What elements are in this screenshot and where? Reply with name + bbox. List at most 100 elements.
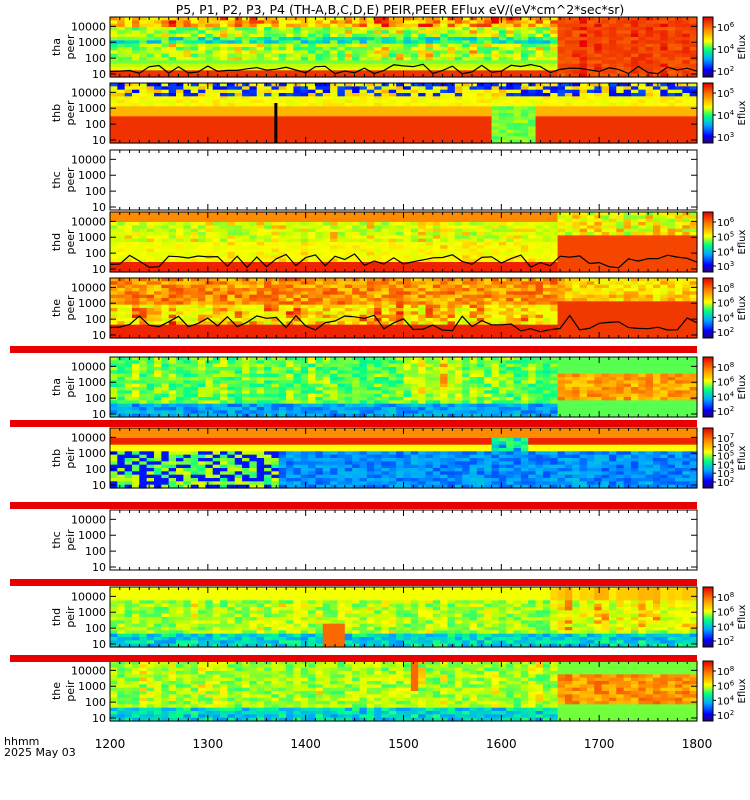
spectrogram-cell: [454, 109, 463, 114]
spectrogram-cell: [542, 129, 551, 134]
spectrogram-cell: [557, 60, 566, 65]
spectrogram-cell: [176, 119, 184, 124]
spectrogram-cell: [278, 255, 287, 260]
spectrogram-cell: [271, 63, 280, 68]
spectrogram-cell: [601, 83, 610, 87]
spectrogram-cell: [491, 33, 500, 38]
spectrogram-cell: [484, 136, 493, 141]
spectrogram-cell: [374, 27, 383, 31]
spectrogram-cell: [660, 33, 669, 38]
spectrogram-cell: [535, 238, 544, 243]
spectrogram-cell: [132, 30, 140, 35]
spectrogram-cell: [689, 248, 698, 253]
spectrogram-cell: [154, 262, 162, 266]
spectrogram-cell: [190, 242, 199, 246]
spectrogram-cell: [315, 139, 324, 144]
spectrogram-cell: [594, 123, 603, 127]
spectrogram-cell: [425, 123, 434, 127]
spectrogram-cell: [572, 20, 581, 25]
spectrogram-cell: [410, 222, 419, 226]
spectrogram-cell: [667, 67, 676, 71]
spectrogram-cell: [667, 83, 676, 87]
spectrogram-cell: [557, 83, 566, 87]
spectrogram-cell: [110, 311, 118, 316]
spectrogram-cell: [183, 53, 192, 58]
spectrogram-cell: [176, 103, 184, 107]
spectrogram-cell: [484, 83, 493, 87]
spectrogram-cell: [491, 47, 500, 51]
spectrogram-cell: [227, 133, 236, 137]
spectrogram-cell: [278, 40, 287, 45]
spectrogram-cell: [344, 136, 353, 141]
spectrogram-cell: [660, 73, 669, 78]
spectrogram-cell: [579, 262, 588, 266]
spectrogram-cell: [117, 43, 126, 48]
spectrogram-cell: [212, 123, 221, 127]
spectrogram-cell: [352, 265, 361, 270]
spectrogram-cell: [689, 265, 698, 270]
spectrogram-cell: [418, 40, 427, 45]
spectrogram-cell: [513, 228, 522, 233]
spectrogram-cell: [594, 225, 603, 230]
spectrogram-cell: [462, 70, 471, 75]
spectrogram-cell: [572, 116, 581, 121]
spectrogram-cell: [645, 27, 654, 31]
spectrogram-cell: [388, 262, 397, 266]
spectrogram-cell: [198, 60, 206, 65]
spectrogram-cell: [293, 248, 302, 253]
spectrogram-cell: [674, 119, 683, 124]
spectrogram-cell: [366, 119, 375, 124]
spectrogram-cell: [374, 212, 383, 216]
colorbar-tick-label: 106: [717, 21, 735, 34]
spectrogram-cell: [498, 222, 507, 226]
spectrogram-cell: [161, 99, 170, 104]
spectrogram-cell: [124, 96, 133, 101]
spectrogram-cell: [579, 30, 588, 35]
spectrogram-cell: [264, 129, 273, 134]
spectrogram-cell: [293, 129, 302, 134]
spectrogram-cell: [242, 93, 251, 97]
spectrogram-cell: [381, 57, 390, 61]
spectrogram-cell: [227, 43, 236, 48]
spectrogram-cell: [117, 60, 126, 65]
spectrogram-cell: [667, 262, 676, 266]
spectrogram-cell: [645, 228, 654, 233]
spectrogram-cell: [447, 23, 456, 28]
spectrogram-cell: [513, 67, 522, 71]
spectrogram-cell: [469, 212, 478, 216]
spectrogram-cell: [388, 245, 397, 250]
spectrogram-cell: [359, 268, 368, 273]
spectrogram-cell: [352, 63, 361, 68]
spectrogram-cell: [418, 126, 427, 131]
spectrogram-cell: [124, 298, 133, 302]
spectrogram-cell: [117, 40, 126, 45]
spectrogram-cell: [418, 17, 427, 21]
spectrogram-cell: [117, 119, 126, 124]
spectrogram-cell: [176, 258, 184, 263]
spectrogram-cell: [132, 109, 140, 114]
spectrogram-cell: [623, 245, 632, 250]
spectrogram-cell: [462, 53, 471, 58]
spectrogram-cell: [476, 218, 485, 223]
spectrogram-cell: [168, 33, 177, 38]
spectrogram-cell: [520, 96, 529, 101]
spectrogram-cell: [256, 73, 265, 78]
spectrogram-cell: [344, 248, 353, 253]
spectrogram-cell: [682, 89, 691, 94]
spectrogram-cell: [608, 103, 617, 107]
spectrogram-cell: [608, 225, 617, 230]
spectrogram-cell: [176, 86, 184, 91]
spectrogram-cell: [249, 123, 258, 127]
spectrogram-cell: [513, 37, 522, 41]
spectrogram-cell: [278, 30, 287, 35]
spectrogram-cell: [352, 89, 361, 94]
spectrogram-cell: [161, 20, 170, 25]
spectrogram-cell: [322, 70, 331, 75]
spectrogram-cell: [227, 27, 236, 31]
spectrogram-cell: [337, 222, 346, 226]
spectrogram-cell: [440, 119, 449, 124]
spectrogram-cell: [205, 60, 214, 65]
spectrogram-cell: [146, 268, 155, 273]
